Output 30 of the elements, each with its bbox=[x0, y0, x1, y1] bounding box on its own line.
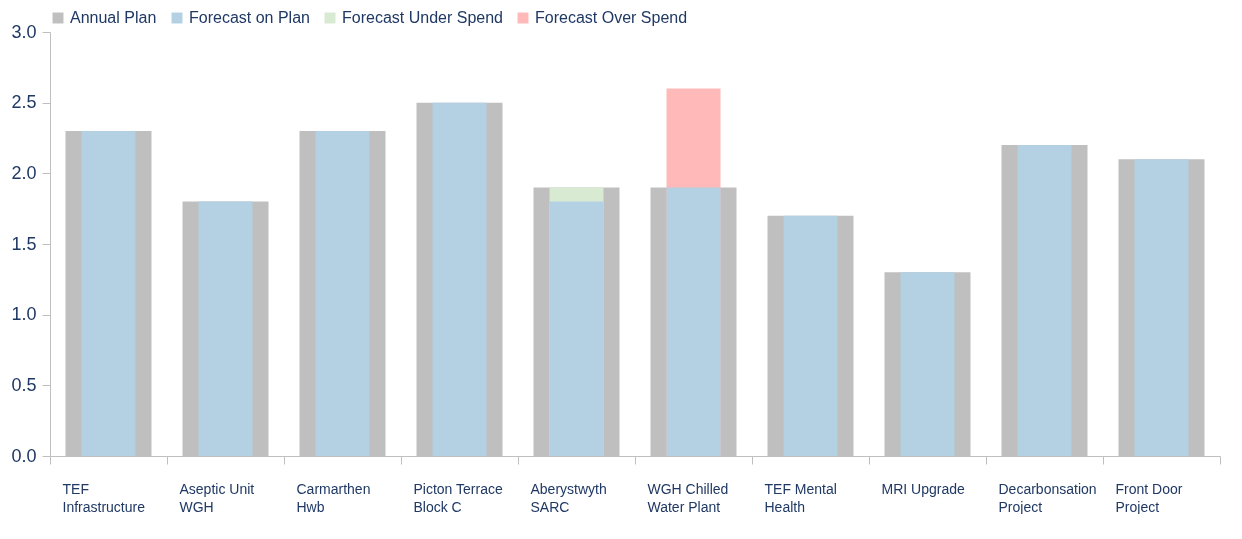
bar bbox=[900, 272, 955, 456]
y-tick-label: 0.5 bbox=[11, 374, 37, 395]
x-tick-label: WGH Chilled Water Plant bbox=[647, 480, 729, 515]
x-tick-label: TEF Infrastructure bbox=[62, 480, 146, 515]
bar bbox=[783, 215, 838, 456]
x-tick-label: Picton Terrace Block C bbox=[413, 480, 503, 515]
x-tick-label: Aseptic Unit WGH bbox=[179, 480, 255, 515]
y-tick-label: 2.5 bbox=[11, 92, 37, 113]
bar bbox=[315, 130, 370, 456]
bar bbox=[198, 201, 253, 456]
y-tick-label: 1.5 bbox=[11, 233, 37, 254]
bar bbox=[666, 187, 721, 456]
y-tick-label: 0.0 bbox=[11, 445, 37, 466]
bar bbox=[81, 130, 136, 456]
y-tick-label: 1.0 bbox=[11, 304, 37, 325]
x-tick-label: MRI Upgrade bbox=[881, 480, 965, 497]
bar bbox=[1017, 145, 1072, 456]
legend-label: Forecast Over Spend bbox=[535, 9, 688, 26]
x-tick-label: Decarbonsation Project bbox=[998, 480, 1097, 515]
x-tick-label: Aberystwyth SARC bbox=[530, 480, 607, 515]
x-tick-label: TEF Mental Health bbox=[764, 480, 837, 515]
legend-label: Annual Plan bbox=[70, 9, 157, 26]
x-tick-label: Front Door Project bbox=[1115, 480, 1183, 515]
bar bbox=[1134, 159, 1189, 456]
y-tick-label: 2.0 bbox=[11, 162, 37, 183]
x-tick-label: Carmarthen Hwb bbox=[296, 480, 371, 515]
y-tick-label: 3.0 bbox=[11, 21, 37, 42]
bar bbox=[432, 102, 487, 456]
legend-label: Forecast Under Spend bbox=[342, 9, 503, 26]
legend-label: Forecast on Plan bbox=[189, 9, 310, 26]
